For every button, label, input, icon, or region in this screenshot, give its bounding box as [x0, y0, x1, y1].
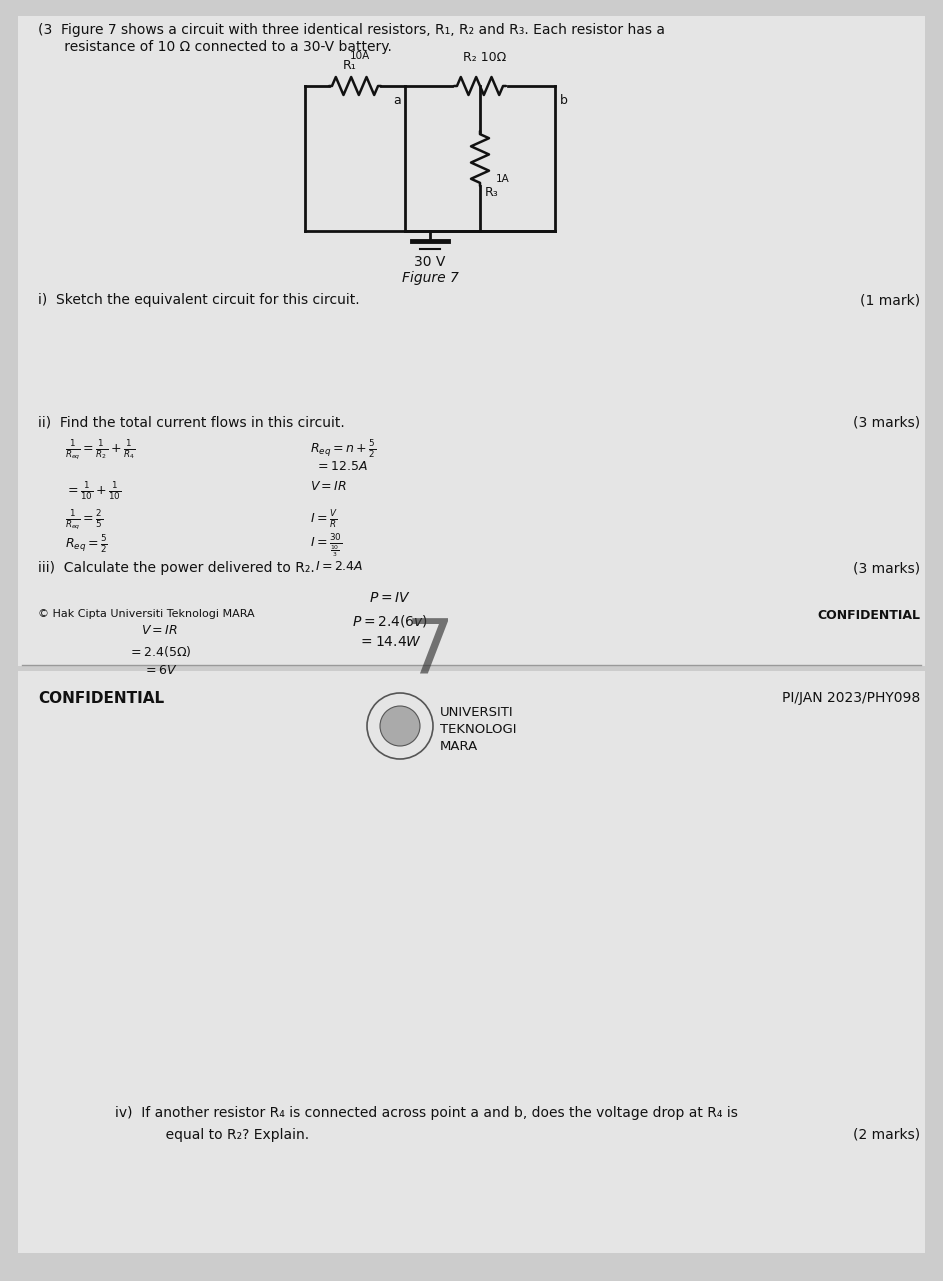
Text: (3 marks): (3 marks)	[852, 416, 920, 430]
Text: © Hak Cipta Universiti Teknologi MARA: © Hak Cipta Universiti Teknologi MARA	[38, 608, 255, 619]
Text: $R_{eq} = \frac{5}{2}$: $R_{eq} = \frac{5}{2}$	[65, 533, 108, 555]
Text: iii)  Calculate the power delivered to R₂.: iii) Calculate the power delivered to R₂…	[38, 561, 315, 575]
Text: PI/JAN 2023/PHY098: PI/JAN 2023/PHY098	[782, 690, 920, 705]
Text: iv)  If another resistor R₄ is connected across point a and b, does the voltage : iv) If another resistor R₄ is connected …	[115, 1106, 737, 1120]
Text: CONFIDENTIAL: CONFIDENTIAL	[38, 690, 164, 706]
Text: 1A: 1A	[496, 173, 510, 183]
Text: (2 marks): (2 marks)	[852, 1129, 920, 1141]
FancyBboxPatch shape	[18, 15, 925, 666]
Text: R₂ 10Ω: R₂ 10Ω	[463, 51, 506, 64]
Text: (1 mark): (1 mark)	[860, 293, 920, 307]
Text: resistance of 10 Ω connected to a 30-V battery.: resistance of 10 Ω connected to a 30-V b…	[38, 40, 392, 54]
Text: equal to R₂? Explain.: equal to R₂? Explain.	[135, 1129, 309, 1141]
Text: $= 12.5A$: $= 12.5A$	[315, 460, 368, 473]
Text: b: b	[560, 94, 568, 108]
Text: R₃: R₃	[485, 187, 499, 200]
Text: $\frac{1}{R_{eq}} = \frac{2}{5}$: $\frac{1}{R_{eq}} = \frac{2}{5}$	[65, 509, 104, 532]
Text: CONFIDENTIAL: CONFIDENTIAL	[817, 608, 920, 623]
Text: Figure 7: Figure 7	[402, 272, 458, 284]
Text: $= \frac{1}{10} + \frac{1}{10}$: $= \frac{1}{10} + \frac{1}{10}$	[65, 480, 122, 502]
Text: $I = 2.4A$: $I = 2.4A$	[315, 560, 364, 573]
Text: (3 marks): (3 marks)	[852, 561, 920, 575]
Text: $V = IR$: $V = IR$	[141, 624, 178, 637]
Text: $R_{eq} = n + \frac{5}{2}$: $R_{eq} = n + \frac{5}{2}$	[310, 438, 376, 460]
Text: (3  Figure 7 shows a circuit with three identical resistors, R₁, R₂ and R₃. Each: (3 Figure 7 shows a circuit with three i…	[38, 23, 665, 37]
Text: i)  Sketch the equivalent circuit for this circuit.: i) Sketch the equivalent circuit for thi…	[38, 293, 359, 307]
Text: 10A: 10A	[350, 51, 370, 61]
Text: 7: 7	[405, 616, 455, 690]
Text: $= 14.4W$: $= 14.4W$	[358, 635, 422, 649]
Text: $= 2.4(5\Omega)$: $= 2.4(5\Omega)$	[128, 644, 191, 658]
Text: UNIVERSITI
TEKNOLOGI
MARA: UNIVERSITI TEKNOLOGI MARA	[440, 706, 517, 753]
Text: $I = \frac{V}{R}$: $I = \frac{V}{R}$	[310, 509, 338, 530]
Text: $\frac{1}{R_{eq}}$$= \frac{1}{R_2} + \frac{1}{R_4}$: $\frac{1}{R_{eq}}$$= \frac{1}{R_2} + \fr…	[65, 438, 135, 462]
Text: R₁: R₁	[343, 59, 356, 72]
Text: $P = 2.4(6v)$: $P = 2.4(6v)$	[352, 614, 428, 629]
Text: $= 6V$: $= 6V$	[142, 664, 177, 676]
Text: a: a	[393, 94, 401, 108]
Text: $P = IV$: $P = IV$	[369, 591, 411, 605]
Text: $I = \frac{30}{\frac{10}{3}}$: $I = \frac{30}{\frac{10}{3}}$	[310, 533, 342, 560]
Text: 30 V: 30 V	[414, 255, 446, 269]
FancyBboxPatch shape	[18, 671, 925, 1253]
Circle shape	[380, 706, 420, 746]
Text: $V = IR$: $V = IR$	[310, 480, 347, 493]
Text: ii)  Find the total current flows in this circuit.: ii) Find the total current flows in this…	[38, 416, 345, 430]
